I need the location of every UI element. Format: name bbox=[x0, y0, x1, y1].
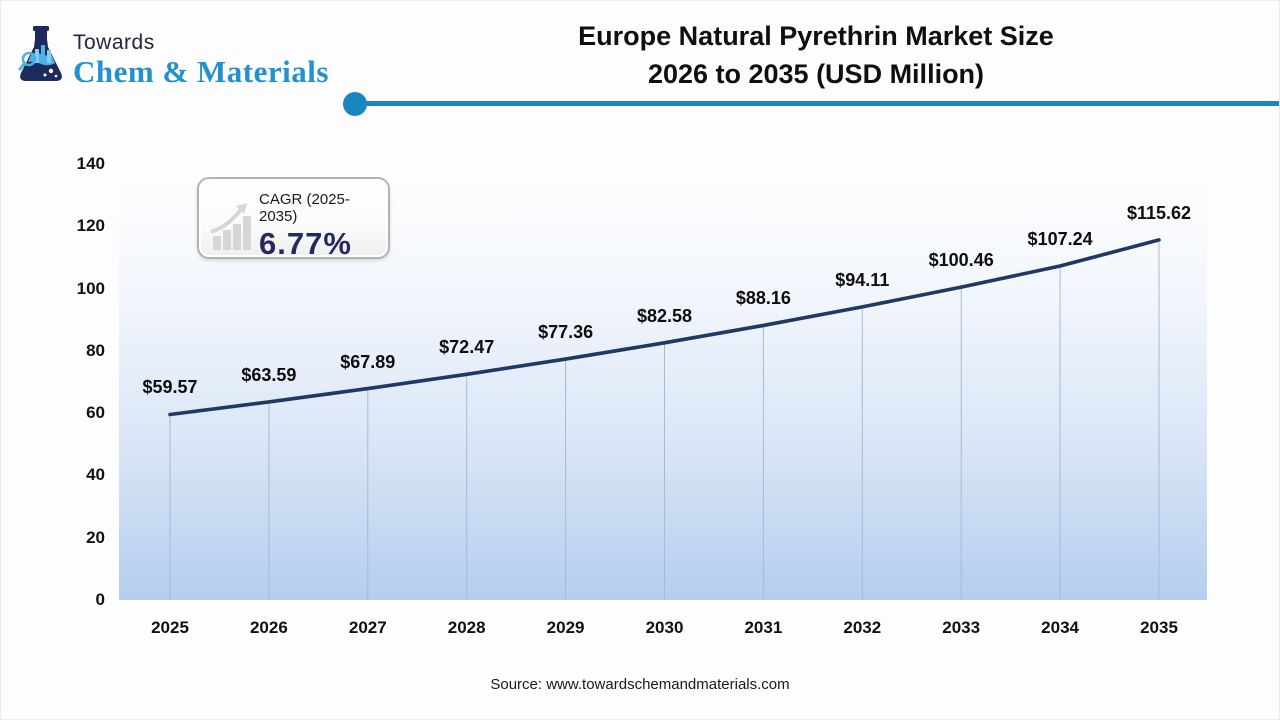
cagr-value: 6.77% bbox=[259, 226, 352, 261]
data-point-label: $77.36 bbox=[538, 322, 594, 343]
page-title: Europe Natural Pyrethrin Market Size 202… bbox=[421, 17, 1211, 93]
x-axis-tick-label: 2031 bbox=[744, 618, 783, 637]
y-axis-tick-label: 120 bbox=[76, 216, 105, 236]
data-point-label: $107.24 bbox=[1027, 229, 1093, 250]
flask-icon bbox=[18, 26, 62, 81]
source-text: Source: www.towardschemandmaterials.com bbox=[490, 676, 790, 693]
y-axis-tick-label: 40 bbox=[86, 465, 105, 485]
x-axis-tick-label: 2025 bbox=[151, 618, 189, 637]
x-axis-tick-label: 2026 bbox=[249, 618, 288, 637]
x-axis-tick-label: 2032 bbox=[843, 618, 882, 637]
x-axis-tick-label: 2027 bbox=[348, 618, 387, 637]
y-axis-tick-label: 140 bbox=[76, 154, 105, 173]
cagr-card: CAGR (2025-2035) 6.77% bbox=[197, 177, 390, 262]
data-point-label: $100.46 bbox=[928, 250, 994, 271]
x-axis-tick-label: 2029 bbox=[546, 618, 585, 637]
page-title-line1: Europe Natural Pyrethrin Market Size bbox=[578, 21, 1054, 51]
y-axis-tick-label: 20 bbox=[86, 527, 105, 547]
x-axis-tick-label: 2030 bbox=[645, 618, 684, 637]
brand-logo: Towards Chem & Materials bbox=[15, 25, 329, 90]
y-axis-tick-label: 100 bbox=[76, 278, 105, 298]
data-point-label: $59.57 bbox=[142, 377, 198, 398]
data-point-label: $67.89 bbox=[340, 351, 396, 372]
x-axis-tick-label: 2034 bbox=[1041, 618, 1080, 637]
data-point-label: $94.11 bbox=[835, 269, 890, 290]
x-axis-tick-label: 2035 bbox=[1140, 618, 1178, 637]
y-axis-tick-label: 80 bbox=[86, 340, 105, 360]
data-point-label: $88.16 bbox=[735, 288, 791, 309]
cagr-text: CAGR (2025-2035) 6.77% bbox=[259, 191, 388, 262]
data-point-label: $72.47 bbox=[439, 337, 495, 358]
brand-name-towards: Towards bbox=[73, 31, 155, 54]
line-series bbox=[168, 238, 1161, 600]
data-point-label: $115.62 bbox=[1126, 202, 1192, 223]
growth-chart-icon bbox=[210, 203, 251, 250]
x-axis-tick-label: 2028 bbox=[447, 618, 486, 637]
data-point-label: $63.59 bbox=[241, 364, 297, 385]
cagr-label: CAGR (2025-2035) bbox=[259, 191, 350, 225]
brand-text: Towards Chem & Materials bbox=[73, 25, 329, 90]
data-point-label: $82.58 bbox=[636, 305, 693, 326]
y-axis-tick-label: 0 bbox=[95, 590, 105, 609]
series-line bbox=[168, 238, 1161, 417]
x-axis-tick-label: 2033 bbox=[942, 618, 981, 637]
y-axis-tick-label: 60 bbox=[86, 403, 105, 423]
brand-name-chem-materials: Chem & Materials bbox=[73, 54, 329, 89]
page-title-line2: 2026 to 2035 (USD Million) bbox=[647, 59, 985, 89]
header-divider-line bbox=[356, 101, 1279, 106]
